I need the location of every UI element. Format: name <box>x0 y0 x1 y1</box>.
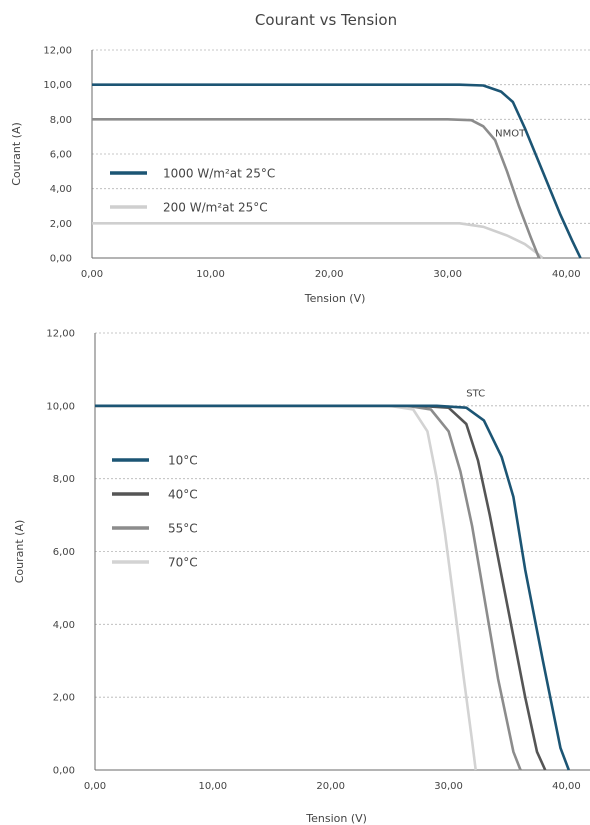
chart-1-xtick-label: 40,00 <box>552 269 581 280</box>
chart-2-legend-label-2: 40°C <box>168 488 198 502</box>
chart-2-xtick-label: 0,00 <box>84 781 106 792</box>
chart-2-legend-label-3: 55°C <box>168 522 198 536</box>
chart-1-xtick-label: 20,00 <box>315 269 344 280</box>
chart-2-ytick-label: 4,00 <box>53 620 75 631</box>
chart-1-xtick-label: 10,00 <box>196 269 225 280</box>
chart-2-ytick-label: 0,00 <box>53 766 75 777</box>
chart-1-ytick-label: 12,00 <box>43 46 72 57</box>
chart-1-series-line-3 <box>92 222 544 259</box>
chart-1-legend-label-1: 1000 W/m²at 25°C <box>163 167 275 181</box>
chart-1-ytick-label: 8,00 <box>50 115 72 126</box>
chart-1-ytick-label: 4,00 <box>50 184 72 195</box>
chart-2-ytick-label: 6,00 <box>53 547 75 558</box>
chart-2-series-line-1 <box>95 404 571 771</box>
chart-1-annotation-nmot: NMOT <box>495 129 526 140</box>
chart-2-xtick-label: 40,00 <box>552 781 581 792</box>
chart-1-title: Courant vs Tension <box>255 11 397 29</box>
chart-1-ytick-label: 0,00 <box>50 254 72 265</box>
chart-2-ytick-label: 2,00 <box>53 693 75 704</box>
chart-1-ytick-label: 2,00 <box>50 219 72 230</box>
chart-2-y-axis-label: Courant (A) <box>13 520 26 584</box>
chart-1-legend-label-3: 200 W/m²at 25°C <box>163 201 268 215</box>
chart-2-xtick-label: 20,00 <box>316 781 345 792</box>
chart-2-x-axis-label: Tension (V) <box>305 812 367 825</box>
chart-1-xtick-label: 30,00 <box>433 269 462 280</box>
chart-2-xtick-label: 30,00 <box>434 781 463 792</box>
chart-2-annotation-stc: STC <box>466 389 485 400</box>
chart-1-ytick-label: 6,00 <box>50 150 72 161</box>
chart-2-series-line-4 <box>95 404 477 771</box>
chart-1-y-axis-label: Courant (A) <box>10 122 23 186</box>
chart-1-series-line-2 <box>92 118 541 259</box>
chart-1-xtick-label: 0,00 <box>81 269 103 280</box>
chart-1-ytick-label: 10,00 <box>43 80 72 91</box>
chart-2-ytick-label: 12,00 <box>46 329 75 340</box>
chart-2-series-line-2 <box>95 404 547 771</box>
chart-2-xtick-label: 10,00 <box>199 781 228 792</box>
chart-1-x-axis-label: Tension (V) <box>304 292 366 305</box>
chart-1-series-line-1 <box>92 83 582 259</box>
chart-2-ytick-label: 8,00 <box>53 474 75 485</box>
chart-2-legend-label-1: 10°C <box>168 454 198 468</box>
chart-2-legend-label-4: 70°C <box>168 556 198 570</box>
chart-2-ytick-label: 10,00 <box>46 401 75 412</box>
chart-2-series-line-3 <box>95 404 522 771</box>
